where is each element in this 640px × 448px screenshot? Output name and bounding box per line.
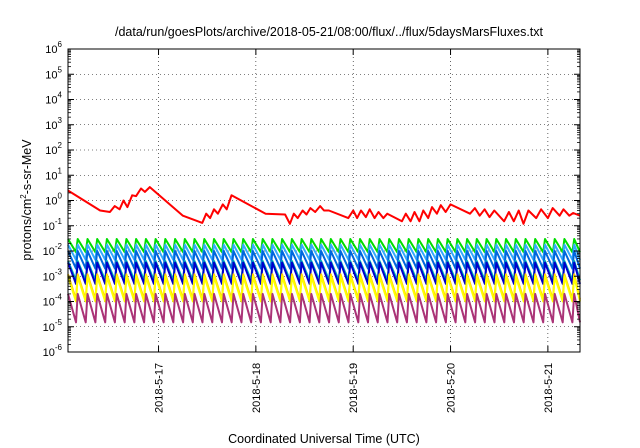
series-line-6	[67, 261, 581, 285]
y-tick-label: 100	[45, 192, 62, 208]
y-tick-label: 10-4	[43, 293, 63, 309]
y-axis-label-base: protons/cm	[20, 199, 34, 261]
y-tick-label-exponent: 0	[58, 192, 63, 201]
x-tick-label: 2018-5-19	[348, 363, 360, 413]
y-tick-label: 10-5	[43, 318, 63, 334]
y-axis-label: protons/cm2-s-sr-MeV	[19, 139, 34, 261]
y-axis-ticks: 10-610-510-410-310-210-11001011021031041…	[43, 40, 580, 359]
series-line-8	[67, 275, 581, 303]
y-tick-label-exponent: 2	[58, 141, 63, 150]
y-tick-label-base: 10	[45, 44, 57, 56]
y-tick-label-base: 10	[43, 322, 55, 334]
y-axis-label-sup: 2	[19, 194, 28, 199]
y-tick-label-exponent: 6	[58, 40, 63, 49]
data-series	[67, 186, 581, 324]
y-tick-label-exponent: -2	[55, 242, 63, 251]
y-tick-label-exponent: 4	[58, 91, 63, 100]
y-tick-label-base: 10	[45, 170, 57, 182]
x-tick-label: 2018-5-18	[251, 363, 263, 413]
y-tick-label: 106	[45, 40, 62, 56]
y-tick-label: 10-3	[43, 267, 63, 283]
y-tick-label-exponent: -5	[55, 318, 63, 327]
y-tick-label-base: 10	[43, 347, 55, 359]
y-tick-label: 10-1	[43, 217, 63, 233]
y-tick-label: 104	[45, 91, 62, 107]
y-tick-label: 10-2	[43, 242, 63, 258]
y-tick-label: 102	[45, 141, 62, 157]
y-tick-label-base: 10	[45, 120, 57, 132]
y-tick-label-base: 10	[45, 69, 57, 81]
y-tick-label-base: 10	[45, 95, 57, 107]
y-tick-label-base: 10	[43, 297, 55, 309]
y-tick-label-base: 10	[43, 246, 55, 258]
y-tick-label-base: 10	[43, 271, 55, 283]
chart-title: /data/run/goesPlots/archive/2018-05-21/0…	[115, 25, 544, 39]
y-tick-label: 103	[45, 116, 62, 132]
x-axis-ticks: 2018-5-17 2018-5-18 2018-5-19 2018-5-20 2018…	[154, 49, 555, 413]
y-tick-label-exponent: -3	[55, 267, 63, 276]
y-tick-label-base: 10	[45, 196, 57, 208]
x-tick-label: 2018-5-17	[154, 363, 166, 413]
y-tick-label: 10-6	[43, 343, 63, 359]
y-tick-label-base: 10	[43, 221, 55, 233]
x-tick-label: 2018-5-21	[543, 363, 555, 413]
y-tick-label-exponent: 3	[58, 116, 63, 125]
y-tick-label-base: 10	[45, 145, 57, 157]
x-axis-label: Coordinated Universal Time (UTC)	[228, 432, 420, 446]
y-axis-label-rest: -s-sr-MeV	[20, 139, 34, 195]
series-line-9	[67, 292, 581, 324]
y-tick-label: 105	[45, 65, 62, 81]
series-line-1	[67, 186, 581, 225]
x-tick-label: 2018-5-20	[446, 363, 458, 413]
y-tick-label-exponent: 1	[58, 166, 63, 175]
y-tick-label-exponent: -1	[55, 217, 63, 226]
series-line-4	[67, 250, 581, 270]
y-tick-label: 101	[45, 166, 62, 182]
y-tick-label-exponent: -6	[55, 343, 63, 352]
y-tick-label-exponent: -4	[55, 293, 63, 302]
y-tick-label-exponent: 5	[58, 65, 63, 74]
